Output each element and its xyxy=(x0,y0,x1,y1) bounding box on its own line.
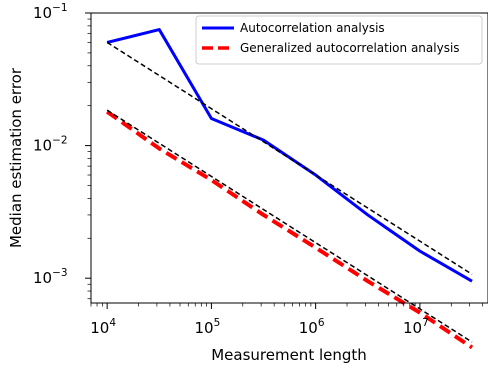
legend-box xyxy=(195,15,483,65)
legend-label-generalized: Generalized autocorrelation analysis xyxy=(240,41,460,55)
x-tick-label: 104 xyxy=(90,317,116,337)
legend-label-autocorrelation: Autocorrelation analysis xyxy=(240,21,385,35)
power-law-fit-line-3 xyxy=(106,109,473,343)
y-axis-label: Median estimation error xyxy=(7,67,25,248)
series-line-generalized-autocorrelation-analysis xyxy=(105,110,474,350)
legend: Autocorrelation analysis Generalized aut… xyxy=(195,15,483,65)
x-tick-label: 107 xyxy=(403,317,429,337)
x-axis-ticks: 104 105 106 107 xyxy=(90,303,484,337)
plot-lines xyxy=(105,28,474,350)
power-law-fit-line-2 xyxy=(106,41,473,275)
x-axis-label: Measurement length xyxy=(211,346,367,364)
y-axis-ticks: 10−3 10−2 10−1 xyxy=(33,2,91,300)
x-tick-label: 105 xyxy=(195,317,221,337)
y-tick-label: 10−1 xyxy=(33,2,68,22)
axes-frame xyxy=(90,12,488,304)
y-tick-label: 10−2 xyxy=(33,135,68,155)
y-tick-label: 10−3 xyxy=(33,267,68,287)
series-line-autocorrelation-analysis xyxy=(106,28,473,283)
x-tick-label: 106 xyxy=(299,317,325,337)
